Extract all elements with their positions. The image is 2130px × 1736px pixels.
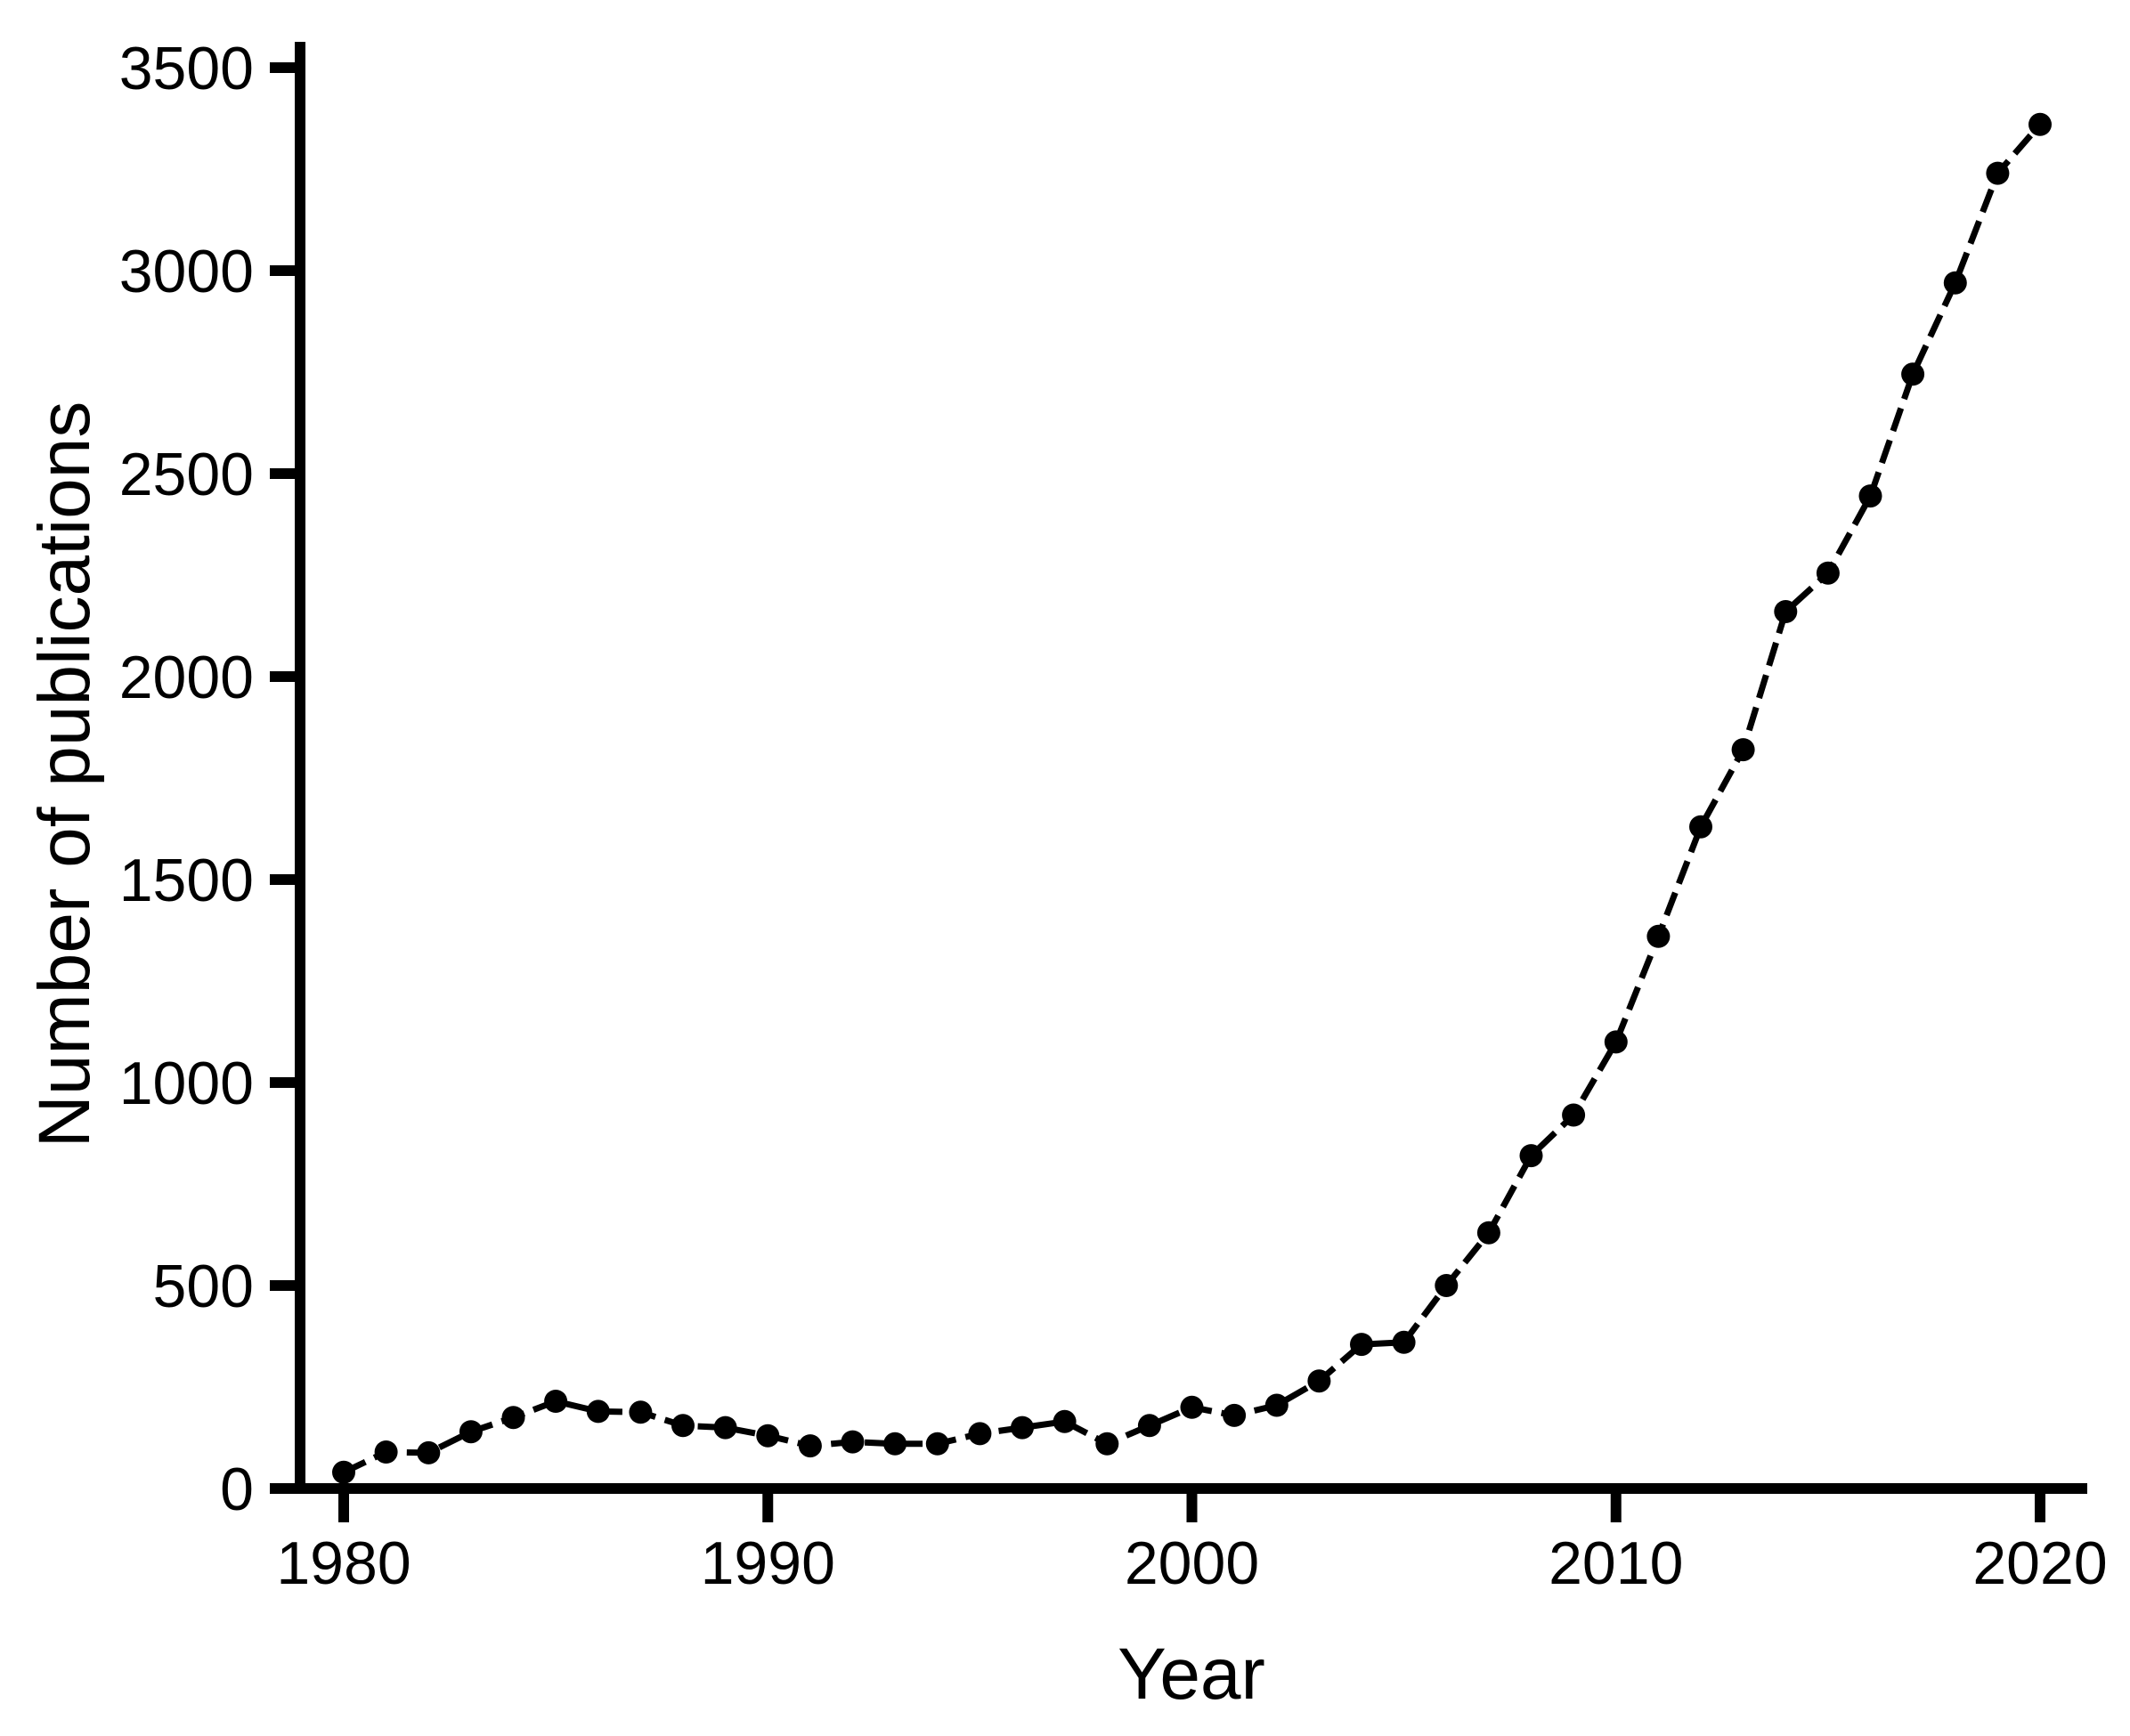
data-point-2014: [1774, 600, 1798, 623]
data-point-2010: [1604, 1030, 1628, 1054]
data-point-2019: [1986, 161, 2010, 185]
y-tick-label: 500: [153, 1253, 254, 1320]
data-point-1986: [586, 1399, 610, 1424]
data-point-2007: [1476, 1221, 1500, 1245]
y-axis-ticks: 0 500 1000 1500 2000 2500 3000 3500: [119, 35, 300, 1523]
data-point-2015: [1816, 561, 1840, 585]
x-tick-label: 2020: [1972, 1529, 2107, 1597]
y-tick-label: 3500: [119, 35, 254, 102]
data-point-1999: [1137, 1414, 1161, 1438]
y-tick-label: 2000: [119, 644, 254, 711]
x-tick-label: 1980: [276, 1529, 411, 1597]
data-point-1989: [713, 1416, 737, 1440]
y-tick-label: 3000: [119, 238, 254, 305]
data-point-2018: [1943, 271, 1967, 295]
data-point-2001: [1223, 1403, 1247, 1427]
data-point-1985: [544, 1390, 568, 1413]
data-point-1995: [968, 1422, 992, 1446]
data-point-1981: [374, 1440, 398, 1464]
data-point-1997: [1053, 1409, 1077, 1433]
x-axis-title: Year: [1118, 1634, 1265, 1715]
data-point-1984: [501, 1406, 525, 1430]
y-tick-label: 2500: [119, 441, 254, 508]
y-tick-label: 1000: [119, 1050, 254, 1117]
data-point-1994: [925, 1432, 949, 1456]
data-point-1983: [459, 1420, 483, 1444]
data-point-2013: [1731, 738, 1755, 762]
y-tick-label: 1500: [119, 847, 254, 914]
data-point-2009: [1562, 1103, 1586, 1127]
x-tick-label: 2000: [1125, 1529, 1259, 1597]
data-point-2016: [1858, 484, 1882, 508]
data-point-2006: [1435, 1274, 1459, 1297]
data-point-1990: [756, 1424, 780, 1448]
y-tick-label: 0: [220, 1456, 254, 1523]
x-axis-ticks: 1980 1990 2000 2010 2020: [276, 1489, 2108, 1597]
data-point-1987: [629, 1400, 653, 1424]
data-point-1993: [883, 1432, 907, 1456]
data-point-2002: [1264, 1393, 1289, 1417]
data-point-1980: [332, 1460, 355, 1484]
data-point-1998: [1095, 1432, 1119, 1456]
data-point-2005: [1392, 1330, 1416, 1354]
x-tick-label: 2010: [1549, 1529, 1683, 1597]
data-point-1988: [671, 1414, 695, 1438]
data-point-1982: [417, 1440, 441, 1464]
data-point-2004: [1350, 1333, 1373, 1357]
data-point-2020: [2028, 112, 2052, 136]
y-axis-title: Number of publications: [24, 402, 105, 1148]
x-tick-label: 1990: [701, 1529, 835, 1597]
data-point-2017: [1901, 362, 1925, 386]
data-point-1996: [1011, 1416, 1034, 1440]
data-point-2011: [1646, 924, 1671, 948]
data-point-2003: [1307, 1369, 1331, 1393]
data-series: [332, 112, 2052, 1484]
data-point-1991: [798, 1434, 822, 1458]
data-point-1992: [841, 1430, 865, 1454]
data-point-2008: [1519, 1144, 1543, 1168]
data-point-2000: [1180, 1395, 1204, 1419]
data-point-2012: [1689, 815, 1712, 839]
